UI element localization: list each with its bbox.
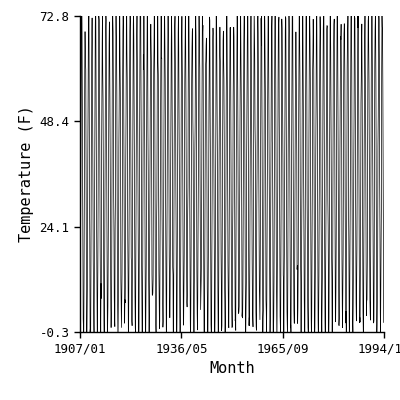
Y-axis label: Temperature (F): Temperature (F) (19, 106, 34, 242)
X-axis label: Month: Month (209, 361, 255, 376)
